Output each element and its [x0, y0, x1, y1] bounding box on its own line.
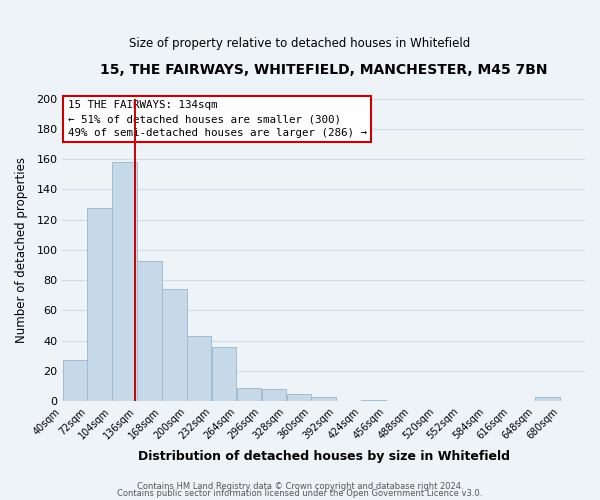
- Bar: [137, 260, 161, 402]
- Text: Contains HM Land Registry data © Crown copyright and database right 2024.: Contains HM Land Registry data © Crown c…: [137, 482, 463, 491]
- Bar: [88, 208, 112, 402]
- Bar: [62, 360, 87, 402]
- X-axis label: Distribution of detached houses by size in Whitefield: Distribution of detached houses by size …: [137, 450, 509, 462]
- Bar: [287, 394, 311, 402]
- Bar: [361, 400, 386, 402]
- Bar: [311, 397, 336, 402]
- Text: Contains public sector information licensed under the Open Government Licence v3: Contains public sector information licen…: [118, 489, 482, 498]
- Y-axis label: Number of detached properties: Number of detached properties: [15, 157, 28, 343]
- Bar: [535, 397, 560, 402]
- Text: Size of property relative to detached houses in Whitefield: Size of property relative to detached ho…: [130, 38, 470, 51]
- Bar: [237, 388, 261, 402]
- Bar: [112, 162, 137, 402]
- Bar: [162, 290, 187, 402]
- Bar: [187, 336, 211, 402]
- Text: 15 THE FAIRWAYS: 134sqm
← 51% of detached houses are smaller (300)
49% of semi-d: 15 THE FAIRWAYS: 134sqm ← 51% of detache…: [68, 100, 367, 138]
- Title: 15, THE FAIRWAYS, WHITEFIELD, MANCHESTER, M45 7BN: 15, THE FAIRWAYS, WHITEFIELD, MANCHESTER…: [100, 62, 547, 76]
- Bar: [262, 389, 286, 402]
- Bar: [212, 347, 236, 402]
